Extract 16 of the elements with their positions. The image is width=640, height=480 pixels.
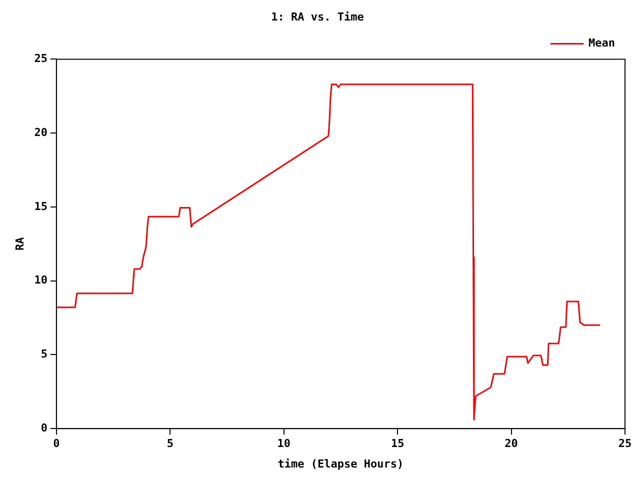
chart-title: 1: RA vs. Time [271, 10, 364, 24]
x-tick-label: 20 [504, 437, 518, 450]
y-tick-label: 25 [34, 52, 48, 66]
y-tick-label: 20 [34, 126, 48, 139]
y-tick-label: 10 [34, 274, 48, 287]
y-tick-label: 0 [40, 421, 48, 434]
y-axis-title: RA [13, 236, 26, 251]
x-tick-label: 5 [166, 437, 174, 450]
x-tick-label: 25 [618, 437, 632, 450]
x-axis-title: time (Elapse Hours) [278, 457, 404, 470]
x-tick-label: 0 [53, 437, 60, 450]
y-tick-label: 15 [34, 200, 48, 213]
x-tick-label: 10 [277, 437, 290, 450]
y-tick-label: 5 [40, 348, 48, 361]
x-tick-label: 15 [390, 437, 404, 450]
legend-label: Mean [588, 36, 616, 50]
